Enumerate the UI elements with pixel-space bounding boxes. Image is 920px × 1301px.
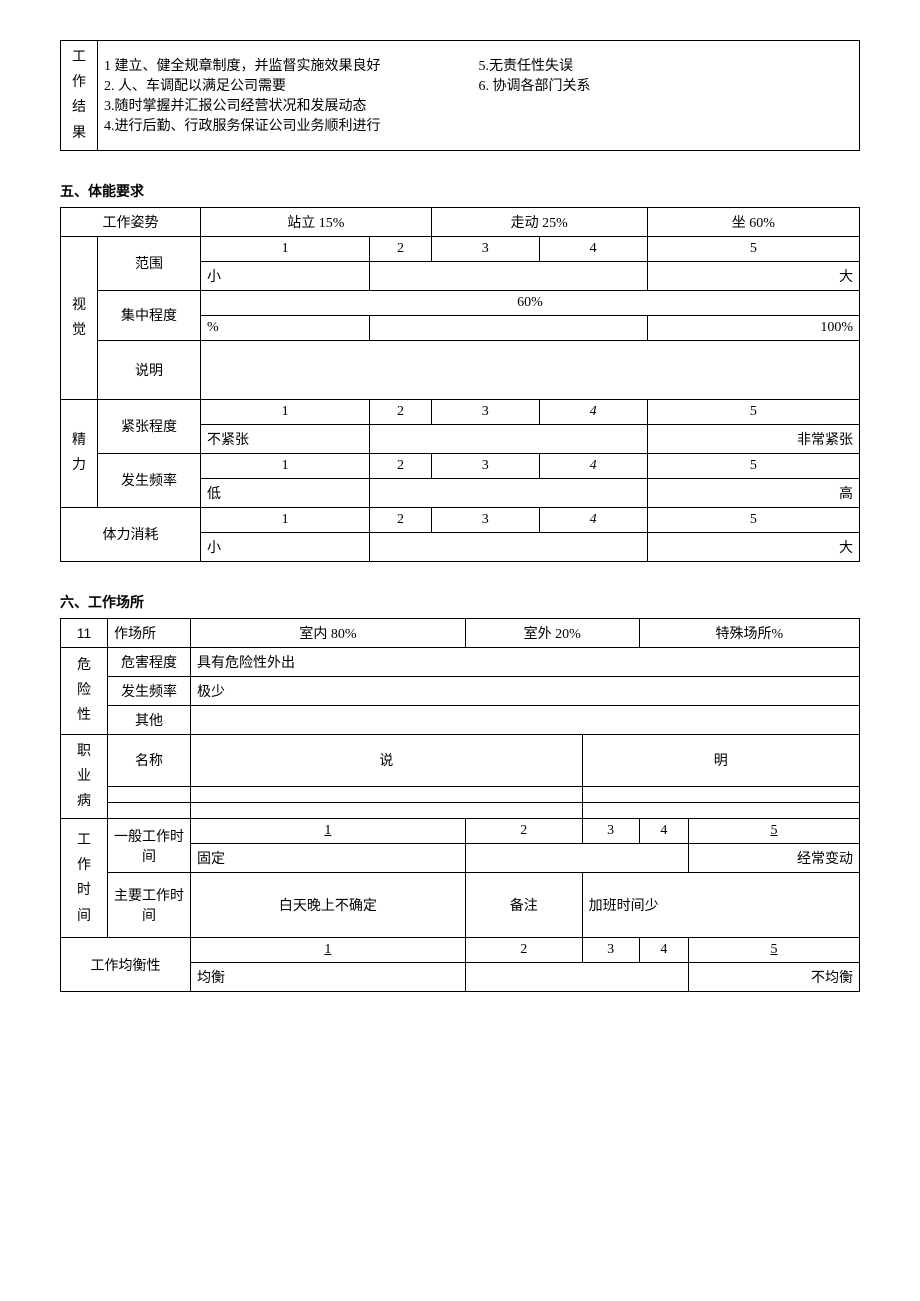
danger-freq-label: 发生频率 xyxy=(108,676,191,705)
mental-group: 精力 xyxy=(61,399,98,507)
explain-label: 说明 xyxy=(98,340,201,399)
main-time-label: 主要工作时间 xyxy=(108,873,191,938)
section6-table: 11 作场所 室内 80% 室外 20% 特殊场所% 危险性 危害程度 具有危险… xyxy=(60,618,860,993)
bal-max: 不均衡 xyxy=(689,963,860,992)
phys-1: 1 xyxy=(201,507,370,532)
section5-title: 五、体能要求 xyxy=(60,181,860,201)
bal-4: 4 xyxy=(639,938,689,963)
freq-1: 1 xyxy=(201,453,370,478)
freq-label: 发生频率 xyxy=(98,453,201,507)
wr-left-3: 3.随时掌握并汇报公司经营状况和发展动态 xyxy=(104,95,479,115)
focus-100: 100% xyxy=(647,315,859,340)
gt-5: 5 xyxy=(689,819,860,844)
gt-min: 固定 xyxy=(191,844,466,873)
phys-5: 5 xyxy=(647,507,859,532)
balance-label: 工作均衡性 xyxy=(61,938,191,992)
danger-freq-val: 极少 xyxy=(191,676,860,705)
gt-2: 2 xyxy=(465,819,582,844)
section5-table: 工作姿势 站立 15% 走动 25% 坐 60% 视觉 范围 1 2 3 4 5… xyxy=(60,207,860,562)
danger-degree-val: 具有危险性外出 xyxy=(191,647,860,676)
physical-label: 体力消耗 xyxy=(61,507,201,561)
sec6-num: 11 xyxy=(61,618,108,647)
danger-other-val xyxy=(191,705,860,734)
vision-group: 视觉 xyxy=(61,236,98,399)
disease-name-label: 名称 xyxy=(108,734,191,786)
freq-4: 4 xyxy=(539,453,647,478)
phys-2: 2 xyxy=(370,507,432,532)
remark-label: 备注 xyxy=(465,873,582,938)
place-label: 作场所 xyxy=(108,618,191,647)
freq-max: 高 xyxy=(647,478,859,507)
work-results-header: 工作结果 xyxy=(61,41,98,151)
tension-5: 5 xyxy=(647,399,859,424)
range-4: 4 xyxy=(539,236,647,261)
bal-2: 2 xyxy=(465,938,582,963)
gt-max: 经常变动 xyxy=(689,844,860,873)
range-min: 小 xyxy=(201,261,370,290)
remark-val: 加班时间少 xyxy=(582,873,859,938)
focus-60: 60% xyxy=(201,290,860,315)
phys-max: 大 xyxy=(647,532,859,561)
gt-1: 1 xyxy=(191,819,466,844)
focus-label: 集中程度 xyxy=(98,290,201,340)
posture-walk: 走动 25% xyxy=(431,207,647,236)
disease-explain-2: 明 xyxy=(582,734,859,786)
explain-val xyxy=(201,340,860,399)
work-results-table: 工作结果 1 建立、健全规章制度，并监督实施效果良好 2. 人、车调配以满足公司… xyxy=(60,40,860,151)
tension-min: 不紧张 xyxy=(201,424,370,453)
tension-1: 1 xyxy=(201,399,370,424)
tension-3: 3 xyxy=(431,399,539,424)
phys-min: 小 xyxy=(201,532,370,561)
posture-sit: 坐 60% xyxy=(647,207,859,236)
main-time-val: 白天晚上不确定 xyxy=(191,873,466,938)
work-results-body: 1 建立、健全规章制度，并监督实施效果良好 2. 人、车调配以满足公司需要 3.… xyxy=(98,41,860,151)
range-max: 大 xyxy=(647,261,859,290)
bal-1: 1 xyxy=(191,938,466,963)
danger-other-label: 其他 xyxy=(108,705,191,734)
tension-label: 紧张程度 xyxy=(98,399,201,453)
phys-3: 3 xyxy=(431,507,539,532)
range-5: 5 xyxy=(647,236,859,261)
wr-right-1: 5.无责任性失误 xyxy=(479,55,854,75)
danger-group: 危险性 xyxy=(61,647,108,734)
freq-min: 低 xyxy=(201,478,370,507)
posture-stand: 站立 15% xyxy=(201,207,432,236)
posture-label: 工作姿势 xyxy=(61,207,201,236)
range-2: 2 xyxy=(370,236,432,261)
focus-pct: % xyxy=(201,315,370,340)
disease-explain-1: 说 xyxy=(191,734,583,786)
tension-4: 4 xyxy=(539,399,647,424)
worktime-group: 工作时间 xyxy=(61,819,108,938)
place-outdoor: 室外 20% xyxy=(465,618,639,647)
tension-2: 2 xyxy=(370,399,432,424)
wr-right-2: 6. 协调各部门关系 xyxy=(479,75,854,95)
bal-5: 5 xyxy=(689,938,860,963)
range-3: 3 xyxy=(431,236,539,261)
place-special: 特殊场所% xyxy=(639,618,859,647)
range-label: 范围 xyxy=(98,236,201,290)
tension-max: 非常紧张 xyxy=(647,424,859,453)
place-indoor: 室内 80% xyxy=(191,618,466,647)
gt-4: 4 xyxy=(639,819,689,844)
freq-3: 3 xyxy=(431,453,539,478)
freq-2: 2 xyxy=(370,453,432,478)
wr-left-2: 2. 人、车调配以满足公司需要 xyxy=(104,75,479,95)
section6-title: 六、工作场所 xyxy=(60,592,860,612)
general-time-label: 一般工作时间 xyxy=(108,819,191,873)
bal-min: 均衡 xyxy=(191,963,466,992)
disease-group: 职业病 xyxy=(61,734,108,819)
freq-5: 5 xyxy=(647,453,859,478)
danger-degree-label: 危害程度 xyxy=(108,647,191,676)
phys-4: 4 xyxy=(539,507,647,532)
gt-3: 3 xyxy=(582,819,639,844)
bal-3: 3 xyxy=(582,938,639,963)
range-1: 1 xyxy=(201,236,370,261)
wr-left-4: 4.进行后勤、行政服务保证公司业务顺利进行 xyxy=(104,115,479,135)
wr-left-1: 1 建立、健全规章制度，并监督实施效果良好 xyxy=(104,55,479,75)
